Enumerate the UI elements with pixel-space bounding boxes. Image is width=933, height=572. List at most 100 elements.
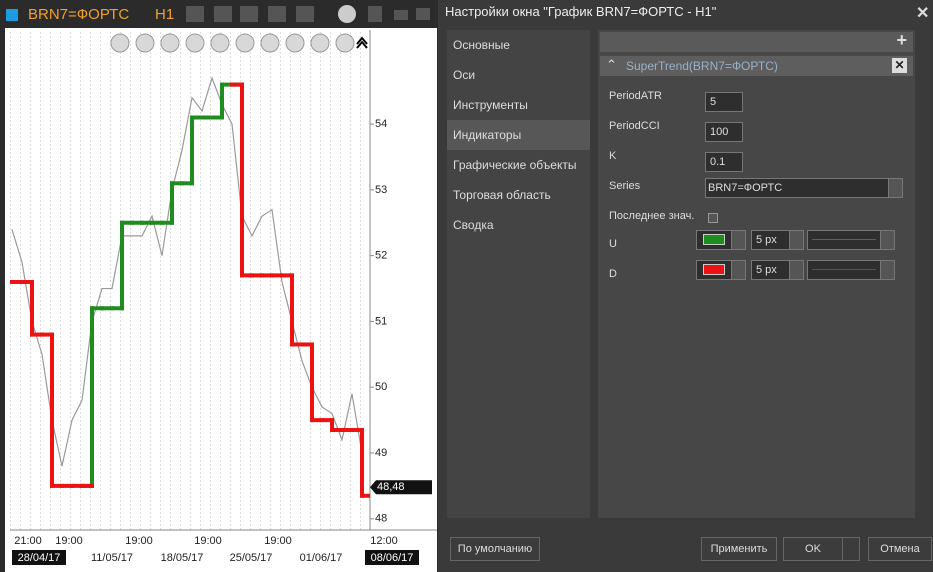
x-tick-label: 19:00 <box>264 535 292 547</box>
nav-button[interactable] <box>335 33 355 53</box>
color-select[interactable] <box>696 230 746 250</box>
date-label: 18/05/17 <box>161 552 204 564</box>
dropdown-arrow <box>880 231 894 249</box>
dropdown-arrow <box>888 179 902 197</box>
date-label: 25/05/17 <box>230 552 273 564</box>
indicator-header: ⌃ SuperTrend(BRN7=ФОРТС) ✕ <box>600 56 913 76</box>
nav-button[interactable] <box>185 33 205 53</box>
y-tick-label: 50 <box>375 381 387 393</box>
x-tick-label: 12:00 <box>370 535 398 547</box>
add-button[interactable]: + <box>896 30 907 50</box>
tool-button[interactable] <box>186 6 204 22</box>
style-select[interactable] <box>807 260 895 280</box>
x-tick-label: 21:00 <box>14 535 42 547</box>
collapse-icon[interactable] <box>356 36 368 49</box>
dialog-button[interactable]: OK <box>783 537 843 561</box>
width-value: 5 px <box>756 234 777 246</box>
param-label: Series <box>609 180 641 192</box>
tool-button[interactable] <box>368 6 382 22</box>
timeframe[interactable]: H1 <box>155 6 174 23</box>
line-preview <box>812 269 876 270</box>
param-label: K <box>609 150 617 162</box>
price-line <box>11 76 363 467</box>
menu-item[interactable]: Оси <box>453 68 476 82</box>
date-highlight <box>365 550 419 565</box>
price-tag <box>370 480 432 495</box>
menu-item[interactable]: Основные <box>453 38 510 52</box>
remove-button[interactable]: ✕ <box>892 58 907 73</box>
line-preview <box>812 239 876 240</box>
line-label: D <box>609 268 617 280</box>
tool-button[interactable] <box>296 6 314 22</box>
menu-item[interactable]: Графические объекты <box>453 158 577 172</box>
tool-button[interactable] <box>268 6 286 22</box>
date-label: 28/04/17 <box>18 552 61 564</box>
param-input[interactable]: 0.1 <box>705 152 743 172</box>
nav-button[interactable] <box>210 33 230 53</box>
nav-button[interactable] <box>135 33 155 53</box>
dialog-button[interactable]: Отмена <box>868 537 932 561</box>
param-label: PeriodATR <box>609 90 662 102</box>
x-tick-label: 19:00 <box>55 535 83 547</box>
dropdown-arrow <box>789 231 803 249</box>
tool-button[interactable] <box>240 6 258 22</box>
nav-button[interactable] <box>235 33 255 53</box>
y-tick-label: 48 <box>375 513 387 525</box>
menu-item[interactable]: Сводка <box>453 218 494 232</box>
nav-button[interactable] <box>285 33 305 53</box>
close-button[interactable]: ✕ <box>916 5 930 22</box>
toolbar <box>186 5 430 23</box>
plot-area <box>10 30 370 530</box>
line-label: U <box>609 238 617 250</box>
dialog-button[interactable]: Применить <box>701 537 777 561</box>
y-tick-label: 51 <box>375 315 387 327</box>
width-select[interactable]: 5 px <box>751 260 804 280</box>
param-input[interactable]: 100 <box>705 122 743 142</box>
width-select[interactable]: 5 px <box>751 230 804 250</box>
y-tick-label: 54 <box>375 118 387 130</box>
params: PeriodATR 5 PeriodCCI 100 K 0.1 <box>598 30 915 330</box>
settings-dialog: Настройки окна "График BRN7=ФОРТС - H1" … <box>438 0 933 572</box>
color-select[interactable] <box>696 260 746 280</box>
chart-window: BRN7=ФОРТС H1 48 49 50 51 52 53 54 48,48 21:00 19… <box>0 0 437 572</box>
line-settings: U 5 px D 5 px <box>598 30 915 330</box>
menu-item[interactable]: Индикаторы <box>447 120 590 150</box>
add-bar: + <box>600 30 913 52</box>
price-tag-label: 48,48 <box>377 481 405 493</box>
tool-button[interactable] <box>338 5 356 23</box>
nav-button[interactable] <box>310 33 330 53</box>
collapse-icon[interactable]: ⌃ <box>606 57 617 72</box>
param-label: Последнее знач. <box>609 210 695 222</box>
dropdown-arrow <box>731 261 745 279</box>
y-tick-label: 52 <box>375 250 387 262</box>
color-swatch <box>703 264 725 275</box>
dropdown-arrow <box>731 231 745 249</box>
series-select[interactable]: BRN7=ФОРТС <box>705 178 903 198</box>
symbol-title: BRN7=ФОРТС <box>28 6 129 23</box>
checkbox[interactable] <box>708 213 718 223</box>
minimize-button[interactable] <box>394 10 408 20</box>
nav-button[interactable] <box>260 33 280 53</box>
ok-dropdown[interactable] <box>842 537 860 561</box>
y-tick-label: 53 <box>375 184 387 196</box>
dropdown-arrow <box>789 261 803 279</box>
menu-item[interactable]: Инструменты <box>453 98 528 112</box>
indicator-panel: + ⌃ SuperTrend(BRN7=ФОРТС) ✕ PeriodATR 5 P… <box>598 30 915 518</box>
dialog-button[interactable]: По умолчанию <box>450 537 540 561</box>
nav-button[interactable] <box>110 33 130 53</box>
dialog-title: Настройки окна "График BRN7=ФОРТС - H1" <box>445 4 717 19</box>
param-input[interactable]: 5 <box>705 92 743 112</box>
close-button[interactable] <box>416 8 430 20</box>
y-tick-label: 49 <box>375 447 387 459</box>
menu-panel: Основные Оси Инструменты Индикаторы Графичес… <box>447 30 590 518</box>
x-tick-label: 19:00 <box>125 535 153 547</box>
date-highlight <box>12 550 66 565</box>
dropdown-arrow <box>880 261 894 279</box>
menu-item[interactable]: Торговая область <box>453 188 551 202</box>
indicator-name: SuperTrend(BRN7=ФОРТС) <box>626 59 778 73</box>
style-select[interactable] <box>807 230 895 250</box>
nav-button[interactable] <box>160 33 180 53</box>
tool-button[interactable] <box>214 6 232 22</box>
x-tick-label: 19:00 <box>194 535 222 547</box>
